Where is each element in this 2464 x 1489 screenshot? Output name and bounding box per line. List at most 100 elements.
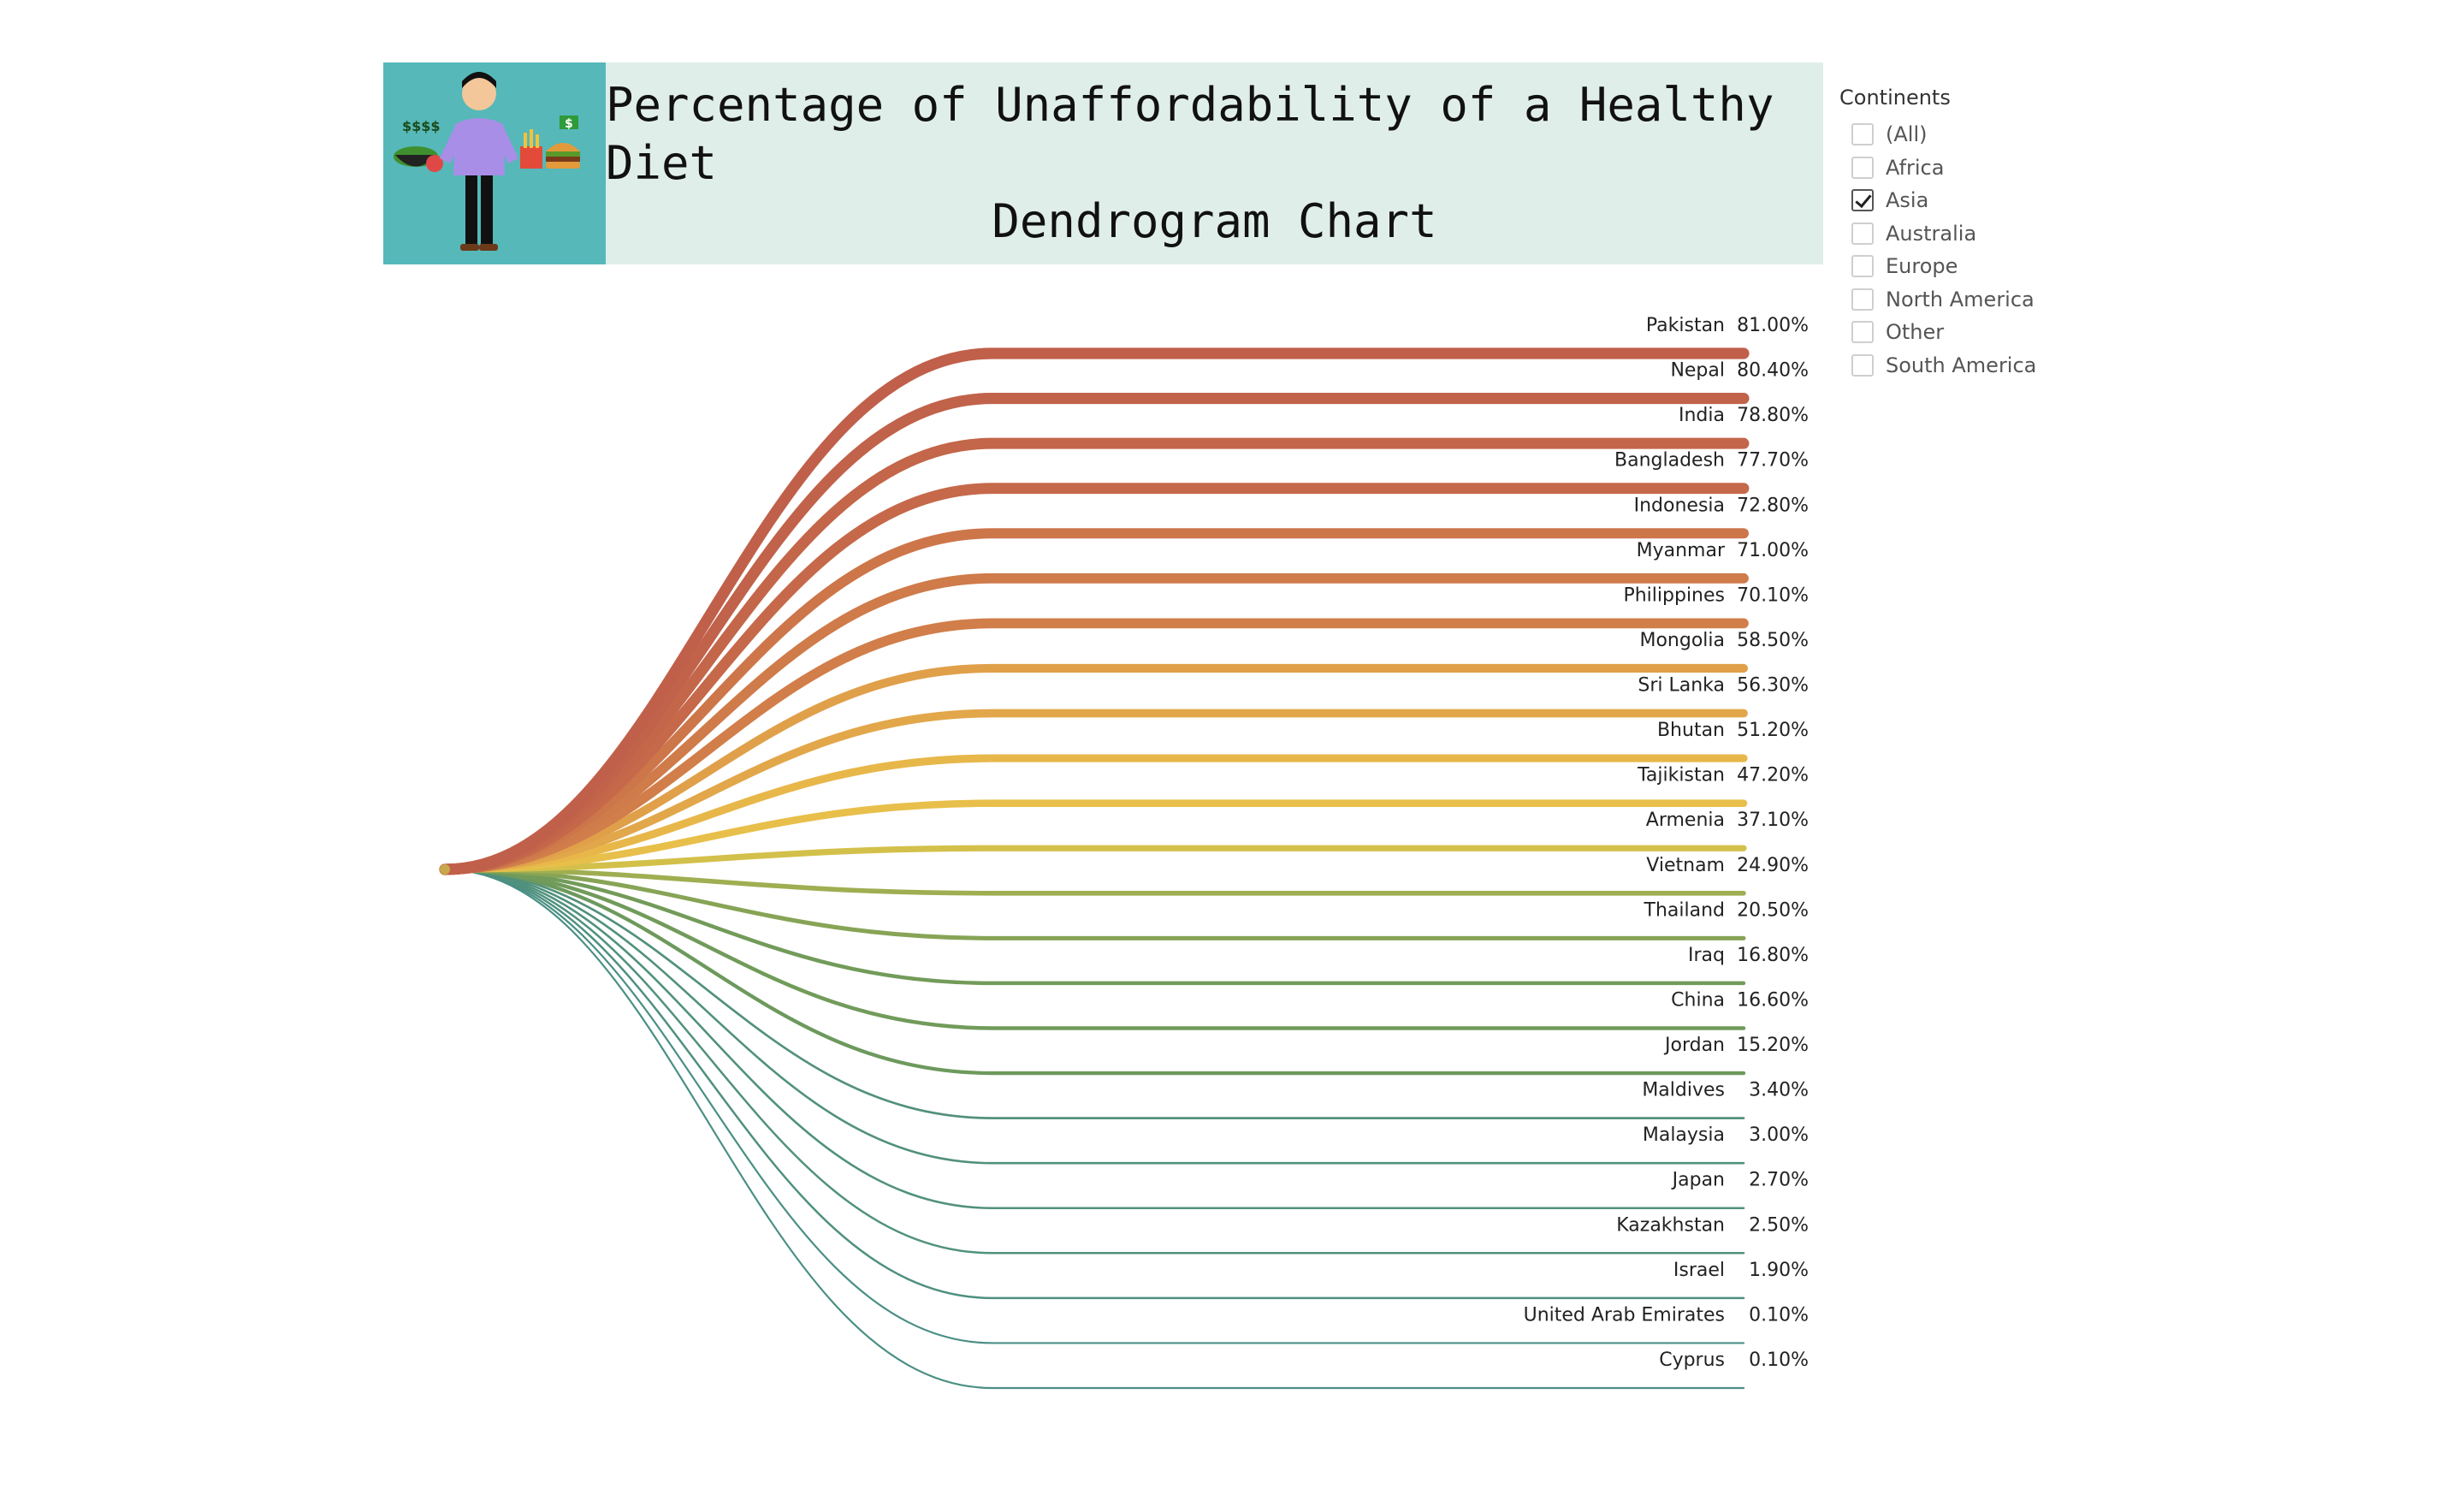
- country-label: India: [1679, 405, 1725, 426]
- filter-option-label: Europe: [1886, 254, 1958, 279]
- hair-icon: [462, 72, 496, 88]
- shirt-icon: [453, 118, 505, 175]
- right-shoe-icon: [479, 244, 498, 251]
- branch-malaysia[interactable]: [443, 868, 1745, 1165]
- branch-israel[interactable]: [443, 868, 1745, 1300]
- title-line-2: Dendrogram Chart: [992, 194, 1437, 248]
- value-label: 0.10%: [1749, 1304, 1809, 1326]
- right-arm-icon: [496, 126, 518, 163]
- face-icon: [462, 76, 496, 110]
- filter-checkbox[interactable]: [1851, 255, 1874, 278]
- country-label: Japan: [1671, 1170, 1725, 1191]
- filter-checkbox[interactable]: [1851, 353, 1874, 377]
- chart-title: Percentage of Unaffordability of a Healt…: [606, 62, 1823, 264]
- value-label: 81.00%: [1737, 315, 1809, 336]
- money-tag-icon: [560, 116, 578, 129]
- header-banner: $$$$ $: [383, 62, 1823, 264]
- branch-thailand[interactable]: [442, 867, 1746, 940]
- branch-cyprus[interactable]: [443, 868, 1745, 1390]
- value-label: 20.50%: [1737, 899, 1809, 921]
- filter-option-other[interactable]: Other: [1839, 316, 2096, 349]
- burger-lettuce-icon: [546, 151, 580, 157]
- branch-japan[interactable]: [443, 868, 1745, 1210]
- branch-kazakhstan[interactable]: [443, 868, 1745, 1255]
- burger-bottom-bun-icon: [546, 162, 580, 169]
- filter-checkbox[interactable]: [1851, 123, 1874, 146]
- value-label: 16.60%: [1737, 989, 1809, 1011]
- country-label: Tajikistan: [1637, 765, 1725, 786]
- country-label: United Arab Emirates: [1524, 1304, 1725, 1326]
- country-label: Pakistan: [1646, 315, 1725, 336]
- filter-option-north-america[interactable]: North America: [1839, 283, 2096, 317]
- country-label: Sri Lanka: [1638, 675, 1725, 697]
- left-arm-icon: [440, 126, 462, 163]
- logo-money-text-left: $$$$: [402, 118, 441, 134]
- filter-option-label: South America: [1886, 353, 2037, 377]
- right-leg-icon: [481, 175, 493, 246]
- value-label: 78.80%: [1737, 405, 1809, 426]
- fry-icon: [536, 134, 539, 148]
- country-label: Cyprus: [1659, 1350, 1725, 1371]
- person-with-food-and-money-icon: $$$$ $: [394, 72, 580, 251]
- branch-jordan[interactable]: [442, 867, 1746, 1076]
- title-line-1: Percentage of Unaffordability of a Healt…: [606, 78, 1774, 190]
- filter-options: (All) Africa Asia Australia Europe North Amer…: [1839, 118, 2096, 382]
- country-label: Myanmar: [1637, 540, 1726, 561]
- branch-iraq[interactable]: [442, 867, 1746, 986]
- value-label: 1.90%: [1749, 1260, 1809, 1281]
- filter-option-asia[interactable]: Asia: [1839, 184, 2096, 217]
- left-shoe-icon: [460, 244, 479, 251]
- root-node: [440, 864, 450, 875]
- filter-option-label: Asia: [1886, 188, 1929, 213]
- filter-checkbox[interactable]: [1851, 222, 1874, 245]
- filter-option-africa[interactable]: Africa: [1839, 151, 2096, 185]
- branch-china[interactable]: [442, 867, 1746, 1030]
- filter-checkbox[interactable]: [1851, 189, 1874, 212]
- filter-option-label: Australia: [1886, 221, 1977, 246]
- filter-option-australia[interactable]: Australia: [1839, 217, 2096, 251]
- left-leg-icon: [465, 175, 477, 246]
- branches: [439, 347, 1750, 1390]
- filter-option-label: (All): [1886, 122, 1928, 147]
- filter-option-all[interactable]: (All): [1839, 118, 2096, 151]
- country-label: Mongolia: [1639, 630, 1725, 651]
- value-label: 80.40%: [1737, 360, 1809, 382]
- country-label: Malaysia: [1643, 1124, 1725, 1146]
- value-label: 70.10%: [1737, 584, 1809, 606]
- country-label: Philippines: [1623, 584, 1725, 606]
- country-label: Israel: [1673, 1260, 1725, 1281]
- burger-bun-icon: [546, 143, 580, 151]
- country-label: Iraq: [1688, 945, 1725, 966]
- logo-panel: $$$$ $: [383, 62, 606, 264]
- country-label: Armenia: [1646, 810, 1725, 831]
- apple-icon: [426, 155, 443, 172]
- country-label: Bangladesh: [1614, 450, 1725, 472]
- branch-pakistan[interactable]: [439, 347, 1750, 875]
- value-label: 2.70%: [1749, 1170, 1809, 1191]
- filter-checkbox[interactable]: [1851, 288, 1874, 311]
- burger-patty-icon: [546, 157, 580, 162]
- country-label: China: [1671, 989, 1725, 1011]
- country-label: Kazakhstan: [1616, 1214, 1725, 1236]
- value-label: 58.50%: [1737, 630, 1809, 651]
- filter-option-label: Other: [1886, 320, 1945, 345]
- filter-option-europe[interactable]: Europe: [1839, 250, 2096, 283]
- country-label: Vietnam: [1646, 855, 1725, 876]
- branch-maldives[interactable]: [443, 868, 1745, 1119]
- value-label: 37.10%: [1737, 810, 1809, 831]
- filter-option-label: Africa: [1886, 155, 1945, 180]
- value-label: 3.00%: [1749, 1124, 1809, 1146]
- value-label: 51.20%: [1737, 720, 1809, 741]
- filter-checkbox[interactable]: [1851, 156, 1874, 179]
- branch-indonesia[interactable]: [439, 528, 1750, 875]
- filter-checkbox[interactable]: [1851, 321, 1874, 344]
- fry-icon: [530, 129, 533, 148]
- country-label: Indonesia: [1634, 495, 1725, 516]
- branch-united-arab-emirates[interactable]: [443, 868, 1745, 1344]
- fry-icon: [524, 133, 527, 148]
- country-label: Thailand: [1644, 899, 1725, 921]
- value-label: 0.10%: [1749, 1350, 1809, 1371]
- filter-option-south-america[interactable]: South America: [1839, 349, 2096, 383]
- country-label: Maldives: [1642, 1080, 1725, 1101]
